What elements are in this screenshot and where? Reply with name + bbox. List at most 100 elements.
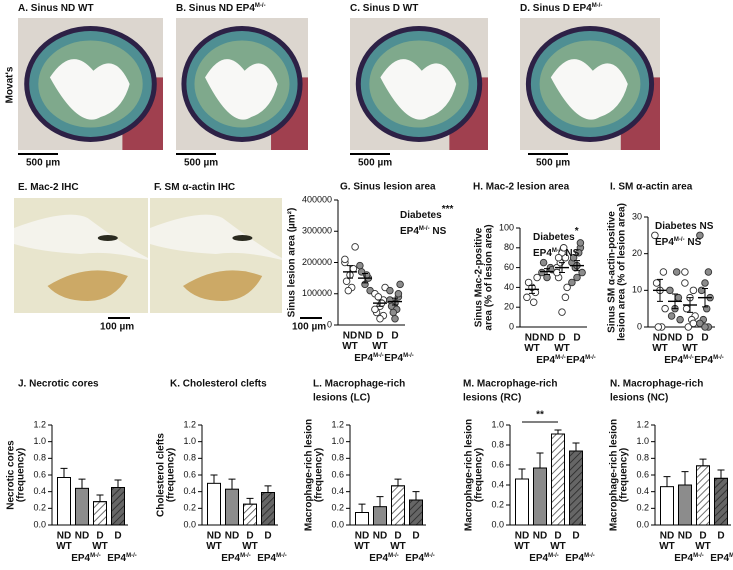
y-tick-label: 0.6 — [183, 469, 196, 479]
y-axis-label: Sinus Mac-2-positive — [474, 227, 485, 327]
x-genotype-label-sup: M-/- — [585, 355, 596, 361]
x-genotype-label: EP4M-/- — [664, 355, 694, 366]
y-tick-label: 400000 — [302, 194, 332, 204]
x-genotype-label-text: WT — [372, 341, 388, 352]
data-point — [374, 293, 383, 301]
lumen — [150, 214, 282, 260]
x-genotype-label-text: WT — [56, 541, 72, 552]
y-axis-label: area (% of lesion area) — [484, 224, 495, 330]
x-genotype-label: EP4M-/- — [536, 355, 566, 366]
stat-annotation-sup: M-/- — [419, 226, 430, 232]
y-tick-label: 30 — [632, 211, 642, 221]
error-bar — [717, 469, 725, 479]
y-tick-label: 10 — [632, 285, 642, 295]
x-genotype-label-text: WT — [550, 541, 566, 552]
x-group-label: ND — [678, 531, 692, 542]
data-point — [674, 293, 683, 302]
chart-title: M. Macrophage-rich — [463, 379, 557, 390]
x-genotype-label-sup: M-/- — [693, 553, 704, 559]
x-genotype-label: WT — [372, 341, 388, 352]
data-point — [573, 273, 581, 282]
data-point — [362, 271, 371, 279]
y-tick-label: 0.0 — [636, 519, 649, 529]
y-tick-label: 0 — [509, 321, 514, 331]
x-genotype-label-sup: M-/- — [276, 553, 287, 559]
stained-area — [183, 270, 263, 301]
y-axis-label: Macrophage-rich lesion — [609, 419, 620, 531]
y-axis-label: (frequency) — [166, 448, 177, 502]
error-bar — [78, 478, 86, 489]
y-tick-label: 0.8 — [183, 453, 196, 463]
stat-annotation: Diabetes*** — [400, 204, 453, 221]
y-tick-label: 1.0 — [331, 436, 344, 446]
y-tick-label: 60 — [504, 262, 514, 272]
x-group-label: D — [264, 531, 271, 542]
scale-label: 500 µm — [26, 158, 60, 169]
bar-hatch — [111, 487, 125, 526]
x-genotype-label-text: EP4 — [405, 553, 424, 564]
x-genotype-label-text: EP4 — [664, 355, 683, 366]
y-tick-label: 0.0 — [331, 519, 344, 529]
x-genotype-label: WT — [92, 541, 108, 552]
y-axis-label: Necrotic cores — [6, 440, 17, 510]
y-tick-label: 0.0 — [183, 519, 196, 529]
x-genotype-label: WT — [342, 341, 358, 352]
y-tick-label: 1.0 — [491, 419, 504, 429]
x-genotype-label-sup: M-/- — [548, 553, 559, 559]
error-bar — [663, 476, 671, 487]
stat-annotation-text: EP4 — [655, 237, 674, 248]
data-point — [554, 253, 563, 262]
x-group-label: ND — [653, 333, 667, 344]
panel-title-sup: M-/- — [255, 3, 266, 9]
data-point — [578, 268, 586, 277]
data-point — [701, 323, 709, 331]
data-point — [563, 283, 571, 292]
y-tick-label: 0.6 — [33, 469, 46, 479]
stained-area — [47, 270, 128, 301]
x-genotype-label: EP4M-/- — [674, 553, 704, 564]
x-genotype-label: EP4M-/- — [710, 553, 733, 564]
panel-title-text: F. SM α-actin IHC — [154, 182, 235, 193]
sem-bar — [392, 297, 398, 306]
y-tick-label: 20 — [504, 302, 514, 312]
error-bar — [246, 497, 254, 505]
data-point — [652, 279, 661, 287]
x-genotype-label-sup: M-/- — [729, 553, 733, 559]
y-tick-label: 1.2 — [636, 419, 649, 429]
panel-title-sup: M-/- — [592, 3, 603, 9]
data-point — [386, 286, 394, 295]
y-tick-label: 80 — [504, 242, 514, 252]
panel-title-text: B. Sinus ND EP4 — [176, 3, 255, 14]
y-tick-label: 0 — [637, 321, 642, 331]
data-point — [666, 286, 674, 295]
x-genotype-label: WT — [659, 541, 675, 552]
sem-bar — [574, 260, 580, 272]
data-point — [667, 312, 676, 320]
x-group-label: D — [376, 331, 383, 342]
bar — [678, 484, 692, 526]
y-axis-label: Macrophage-rich lesion — [304, 419, 315, 531]
y-tick-label: 0.8 — [33, 453, 46, 463]
x-genotype-label-sup: M-/- — [584, 553, 595, 559]
stat-annotation-text: EP4 — [400, 226, 419, 237]
error-bar — [60, 467, 68, 478]
sem-bar — [544, 268, 550, 276]
x-group-label: ND — [358, 331, 372, 342]
y-tick-label: 0.2 — [331, 503, 344, 513]
panel-title-text: A. Sinus ND WT — [18, 3, 94, 14]
x-group-label: D — [394, 531, 401, 542]
panel-title: A. Sinus ND WT — [18, 3, 94, 14]
x-genotype-label: WT — [652, 343, 668, 354]
data-point — [524, 278, 533, 287]
bar — [515, 478, 529, 526]
y-tick-label: 0.6 — [636, 469, 649, 479]
data-point — [341, 255, 349, 264]
panel-title-text: C. Sinus D WT — [350, 3, 418, 14]
x-genotype-label: WT — [695, 541, 711, 552]
data-point — [391, 315, 399, 323]
x-genotype-label-text: EP4 — [257, 553, 276, 564]
y-tick-label: 0.2 — [636, 503, 649, 513]
sem-bar — [687, 297, 693, 313]
lumen — [550, 59, 628, 120]
x-genotype-label: WT — [56, 541, 72, 552]
